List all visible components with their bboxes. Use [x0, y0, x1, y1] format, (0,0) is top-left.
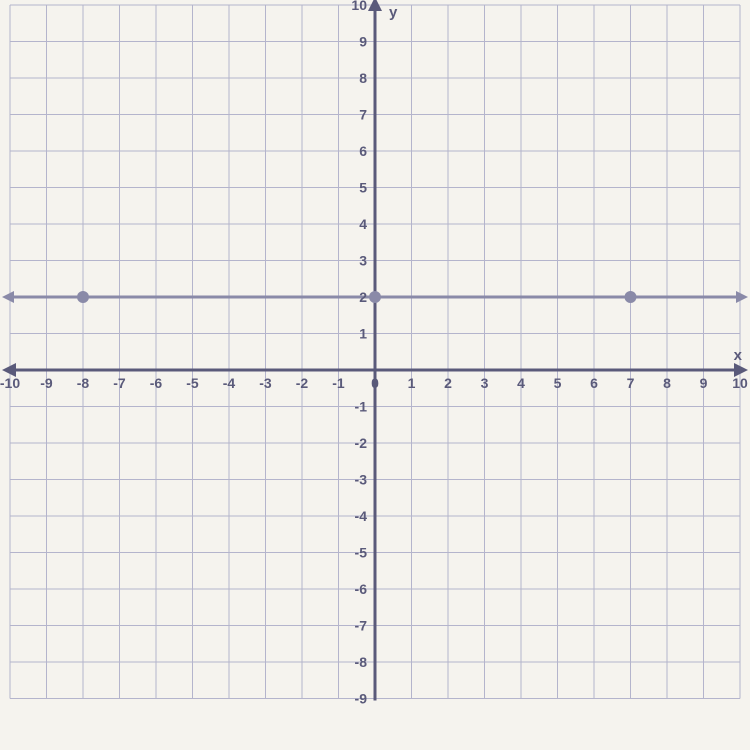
svg-text:9: 9	[700, 375, 708, 391]
svg-text:1: 1	[359, 326, 367, 342]
svg-text:7: 7	[359, 107, 367, 123]
svg-text:10: 10	[732, 375, 748, 391]
svg-text:x: x	[734, 347, 743, 364]
svg-text:2: 2	[444, 375, 452, 391]
svg-text:-3: -3	[355, 472, 368, 488]
svg-text:-1: -1	[355, 399, 368, 415]
coordinate-plane-chart: -10-9-8-7-6-5-4-3-2-10123456789101234567…	[0, 0, 750, 750]
svg-text:10: 10	[351, 0, 367, 13]
svg-text:5: 5	[554, 375, 562, 391]
svg-text:-2: -2	[296, 375, 309, 391]
svg-text:0: 0	[371, 375, 379, 391]
svg-text:-6: -6	[150, 375, 163, 391]
svg-text:4: 4	[517, 375, 525, 391]
svg-text:8: 8	[359, 70, 367, 86]
svg-text:-3: -3	[259, 375, 272, 391]
svg-text:-8: -8	[355, 654, 368, 670]
svg-text:-1: -1	[332, 375, 345, 391]
svg-text:-5: -5	[186, 375, 199, 391]
svg-text:-6: -6	[355, 581, 368, 597]
svg-text:5: 5	[359, 180, 367, 196]
svg-text:6: 6	[359, 143, 367, 159]
svg-text:2: 2	[359, 289, 367, 305]
svg-text:-7: -7	[355, 618, 368, 634]
svg-text:3: 3	[481, 375, 489, 391]
svg-text:4: 4	[359, 216, 367, 232]
svg-text:-4: -4	[223, 375, 236, 391]
svg-text:7: 7	[627, 375, 635, 391]
svg-text:-9: -9	[355, 691, 368, 707]
svg-text:-9: -9	[40, 375, 53, 391]
svg-text:6: 6	[590, 375, 598, 391]
svg-text:9: 9	[359, 34, 367, 50]
chart-canvas: -10-9-8-7-6-5-4-3-2-10123456789101234567…	[0, 0, 750, 750]
svg-text:1: 1	[408, 375, 416, 391]
svg-text:-5: -5	[355, 545, 368, 561]
svg-text:-8: -8	[77, 375, 90, 391]
svg-text:y: y	[389, 4, 398, 21]
svg-text:-7: -7	[113, 375, 126, 391]
svg-text:-2: -2	[355, 435, 368, 451]
svg-text:-10: -10	[0, 375, 20, 391]
svg-text:8: 8	[663, 375, 671, 391]
svg-text:-4: -4	[355, 508, 368, 524]
svg-text:3: 3	[359, 253, 367, 269]
